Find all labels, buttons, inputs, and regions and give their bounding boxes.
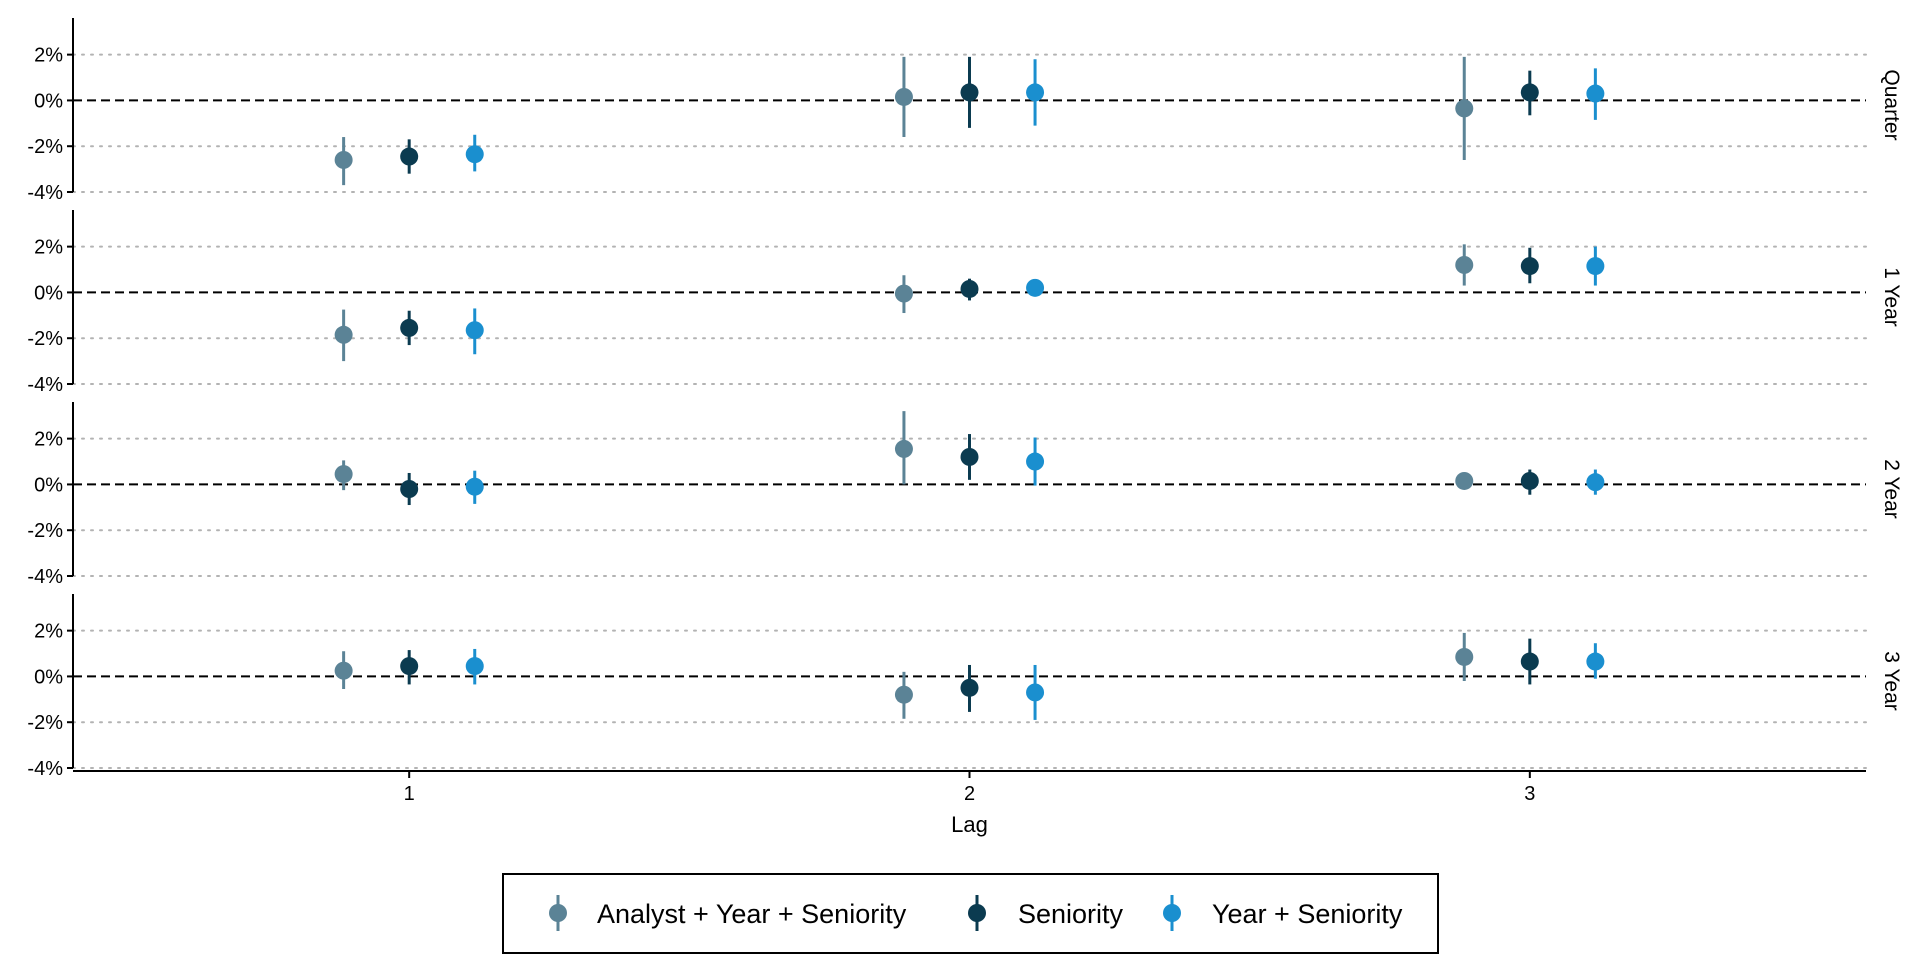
- y-tick-label: -4%: [27, 374, 63, 396]
- x-tick-label: 3: [1524, 783, 1535, 805]
- x-axis-title: Lag: [951, 812, 988, 837]
- point-estimate: [1520, 257, 1539, 276]
- point-estimate: [465, 657, 484, 676]
- facet-panels: 2% 0% -2% -4% Quarter 2% 0% -2% -4% 1 Year 2% 0% -2%…: [27, 18, 1903, 780]
- point-estimate: [960, 83, 979, 102]
- y-tick-label: 2%: [34, 237, 63, 259]
- x-tick-label: 2: [964, 783, 975, 805]
- point-estimate: [1586, 652, 1605, 671]
- point-estimate: [1026, 278, 1045, 297]
- point-estimate: [400, 480, 419, 498]
- y-tick-label: 0%: [34, 474, 63, 496]
- y-tick-label: -2%: [27, 712, 63, 734]
- legend: Analyst + Year + Seniority Seniority Year …: [502, 873, 1439, 954]
- point-estimate: [960, 279, 979, 298]
- facet-strip-label: 1 Year: [1880, 267, 1903, 327]
- point-estimate: [894, 284, 913, 303]
- x-axis: 1 2 3: [73, 770, 1866, 805]
- y-tick-label: 0%: [34, 90, 63, 112]
- facet-strip-label: Quarter: [1880, 69, 1903, 140]
- point-estimate: [400, 318, 419, 337]
- point-estimate: [894, 685, 913, 704]
- y-tick-label: 0%: [34, 282, 63, 304]
- point-estimate: [894, 439, 913, 458]
- facet-strip-label: 2 Year: [1880, 459, 1903, 519]
- legend-label: Year + Seniority: [1212, 899, 1403, 929]
- facet-panel-3: 2% 0% -2% -4% 3 Year: [27, 594, 1903, 780]
- point-estimate: [465, 477, 484, 496]
- facet-panel-2: 2% 0% -2% -4% 2 Year: [27, 402, 1903, 588]
- facet-panel-1: 2% 0% -2% -4% 1 Year: [27, 210, 1903, 396]
- point-estimate: [1026, 83, 1045, 102]
- point-estimate: [400, 657, 419, 676]
- point-estimate: [465, 145, 484, 164]
- point-estimate: [400, 147, 419, 166]
- legend-key-point: [549, 904, 567, 922]
- point-estimate: [334, 465, 353, 484]
- point-estimate: [1455, 471, 1474, 490]
- point-estimate: [1455, 647, 1474, 666]
- point-estimate: [465, 321, 484, 340]
- point-estimate: [894, 87, 913, 106]
- point-estimate: [960, 678, 979, 697]
- legend-label: Analyst + Year + Seniority: [597, 899, 907, 929]
- y-tick-label: -2%: [27, 136, 63, 158]
- facet-panel-0: 2% 0% -2% -4% Quarter: [27, 18, 1903, 204]
- point-estimate: [1586, 257, 1605, 276]
- y-tick-label: -4%: [27, 566, 63, 588]
- point-estimate: [1455, 255, 1474, 274]
- point-estimate: [1520, 652, 1539, 671]
- y-tick-label: 2%: [34, 45, 63, 67]
- point-estimate: [1026, 683, 1045, 702]
- legend-key-point: [968, 904, 986, 922]
- point-estimate: [1520, 471, 1539, 490]
- legend-label: Seniority: [1018, 899, 1124, 929]
- y-tick-label: 0%: [34, 666, 63, 688]
- point-estimate: [1586, 84, 1605, 103]
- y-tick-label: -4%: [27, 182, 63, 204]
- point-estimate: [1026, 452, 1045, 471]
- point-estimate: [1586, 473, 1605, 492]
- point-estimate: [960, 447, 979, 466]
- point-estimate: [1455, 99, 1474, 118]
- facet-strip-label: 3 Year: [1880, 651, 1903, 711]
- point-estimate: [334, 325, 353, 344]
- y-tick-label: 2%: [34, 429, 63, 451]
- point-estimate: [334, 150, 353, 169]
- y-tick-label: -4%: [27, 758, 63, 780]
- y-tick-label: -2%: [27, 520, 63, 542]
- y-tick-label: 2%: [34, 621, 63, 643]
- x-tick-label: 1: [404, 783, 415, 805]
- point-estimate: [1520, 83, 1539, 102]
- legend-key-point: [1163, 904, 1181, 922]
- y-tick-label: -2%: [27, 328, 63, 350]
- point-estimate: [334, 661, 353, 680]
